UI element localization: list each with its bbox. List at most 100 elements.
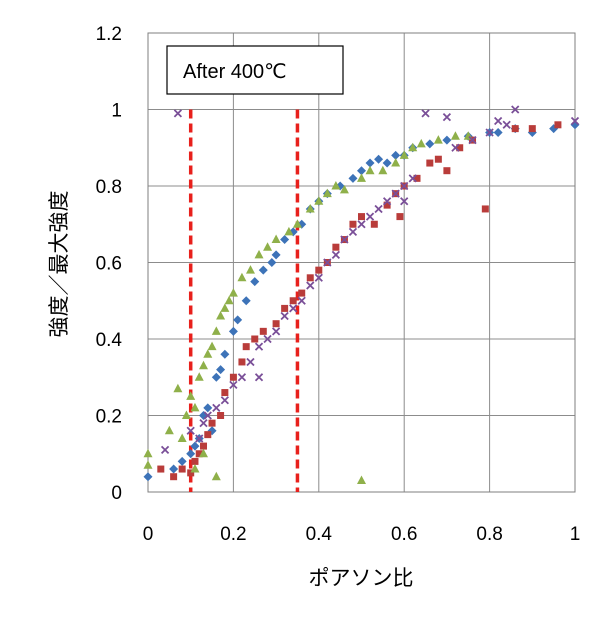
series-3-point-27 bbox=[331, 181, 341, 190]
series-3-point-7 bbox=[190, 402, 200, 412]
series-4-point-14 bbox=[280, 311, 289, 321]
x-tick-label-3: 0.6 bbox=[391, 524, 417, 545]
series-4-point-33 bbox=[468, 135, 477, 145]
series-3-point-2 bbox=[164, 425, 174, 435]
series-4-point-24 bbox=[365, 212, 375, 221]
series-2-point-23 bbox=[332, 243, 340, 251]
annotation-text: After 400℃ bbox=[183, 61, 287, 83]
series-2-point-38 bbox=[481, 205, 489, 213]
series-3-point-39 bbox=[357, 475, 366, 485]
series-4-point-5 bbox=[203, 411, 212, 420]
series-4-point-11 bbox=[254, 342, 264, 351]
series-1-point-15 bbox=[250, 277, 260, 287]
series-3-point-36 bbox=[433, 135, 443, 144]
series-3-point-17 bbox=[237, 272, 247, 282]
series-3-point-19 bbox=[254, 249, 264, 259]
series-4-point-3 bbox=[195, 434, 204, 443]
series-2-point-15 bbox=[259, 327, 267, 335]
series-1-point-27 bbox=[357, 166, 366, 176]
series-1-point-9 bbox=[211, 372, 221, 382]
series-4-point-34 bbox=[485, 128, 494, 137]
series-4-point-28 bbox=[400, 181, 409, 191]
series-2-point-32 bbox=[413, 174, 421, 182]
series-3-point-3 bbox=[173, 383, 183, 393]
series-4-point-0 bbox=[160, 445, 170, 455]
series-2-point-40 bbox=[528, 125, 536, 133]
series-3-point-40 bbox=[190, 464, 200, 473]
series-4-point-17 bbox=[306, 281, 315, 290]
y-tick-labels: 0 0.2 0.4 0.6 0.8 1 1.2 bbox=[96, 24, 123, 504]
series-3-point-28 bbox=[339, 184, 349, 194]
series-3-point-6 bbox=[186, 391, 196, 400]
series-3-point-0 bbox=[143, 448, 153, 458]
series-2-point-1 bbox=[170, 473, 178, 481]
series-4-point-8 bbox=[229, 380, 238, 390]
y-tick-label-3: 0.6 bbox=[96, 254, 122, 275]
series-3-point-8 bbox=[194, 372, 204, 381]
y-axis-title: 強度／最大強度 bbox=[47, 191, 71, 338]
series-2-point-20 bbox=[306, 274, 314, 282]
series-1-point-17 bbox=[267, 258, 277, 267]
series-2-point-10 bbox=[221, 389, 229, 397]
y-tick-label-1: 0.2 bbox=[96, 407, 122, 428]
series-3-point-18 bbox=[245, 265, 255, 274]
series-3-point-34 bbox=[408, 142, 418, 152]
series-2-point-14 bbox=[251, 335, 259, 343]
series-4-point-20 bbox=[331, 250, 341, 259]
series-2-point-0 bbox=[157, 465, 165, 473]
series-3-point-9 bbox=[199, 360, 209, 370]
series-3-point-23 bbox=[292, 219, 302, 228]
series-1-point-0 bbox=[143, 472, 153, 482]
series-3-point-31 bbox=[378, 165, 388, 175]
series-3-point-15 bbox=[224, 295, 234, 305]
series-3-point-29 bbox=[357, 173, 366, 182]
series-2-point-13 bbox=[242, 343, 250, 351]
series-4-point-19 bbox=[323, 258, 332, 267]
series-2-point-7 bbox=[204, 431, 212, 439]
series-4-point-25 bbox=[374, 204, 383, 214]
series-4-point-32 bbox=[451, 143, 460, 152]
y-tick-label-4: 0.8 bbox=[96, 177, 122, 198]
series-1-point-13 bbox=[233, 315, 243, 325]
series-4-point-38 bbox=[570, 116, 580, 126]
series-3-point-24 bbox=[305, 203, 315, 213]
series-4-point-13 bbox=[271, 327, 281, 336]
series-4-point-39 bbox=[400, 197, 409, 206]
series-3-point-33 bbox=[399, 150, 409, 159]
series-4-point-36 bbox=[502, 120, 511, 129]
series-2-point-27 bbox=[370, 220, 378, 228]
series-3-point-12 bbox=[211, 326, 221, 335]
series-4-point-12 bbox=[263, 334, 272, 344]
series-4-point-21 bbox=[340, 235, 349, 244]
series-4-point-40 bbox=[254, 373, 264, 382]
series-3-point-10 bbox=[203, 349, 213, 358]
series-1-point-4 bbox=[190, 441, 200, 451]
series-1-point-34 bbox=[425, 139, 435, 149]
series-3-point-22 bbox=[284, 226, 294, 236]
series-1-point-2 bbox=[177, 456, 187, 466]
series-4-point-26 bbox=[382, 197, 392, 206]
series-2-point-36 bbox=[456, 144, 464, 152]
reference-lines bbox=[188, 109, 300, 492]
y-tick-label-2: 0.4 bbox=[96, 330, 123, 351]
series-2-point-8 bbox=[208, 419, 216, 427]
x-tick-label-1: 0.2 bbox=[220, 524, 246, 545]
series-1-point-18 bbox=[271, 250, 281, 260]
series-1-point-11 bbox=[220, 349, 230, 359]
series-4-point-27 bbox=[391, 189, 400, 198]
series-2-point-2 bbox=[178, 465, 186, 473]
series-3-point-20 bbox=[263, 242, 273, 251]
series-3-point-42 bbox=[211, 471, 221, 481]
series-2-point-16 bbox=[272, 320, 280, 328]
y-tick-label-5: 1 bbox=[111, 101, 122, 122]
x-tick-label-0: 0 bbox=[143, 524, 154, 545]
series-4-point-23 bbox=[357, 220, 366, 229]
y-tick-label-6: 1.2 bbox=[96, 24, 122, 45]
series-4-point-9 bbox=[237, 373, 247, 382]
y-tick-label-0: 0 bbox=[111, 483, 122, 504]
series-1-point-12 bbox=[228, 326, 238, 336]
series-4-point-10 bbox=[246, 357, 255, 367]
series-3-point-1 bbox=[143, 460, 153, 469]
series-2-point-18 bbox=[289, 297, 297, 305]
series-4-point-2 bbox=[186, 426, 195, 435]
